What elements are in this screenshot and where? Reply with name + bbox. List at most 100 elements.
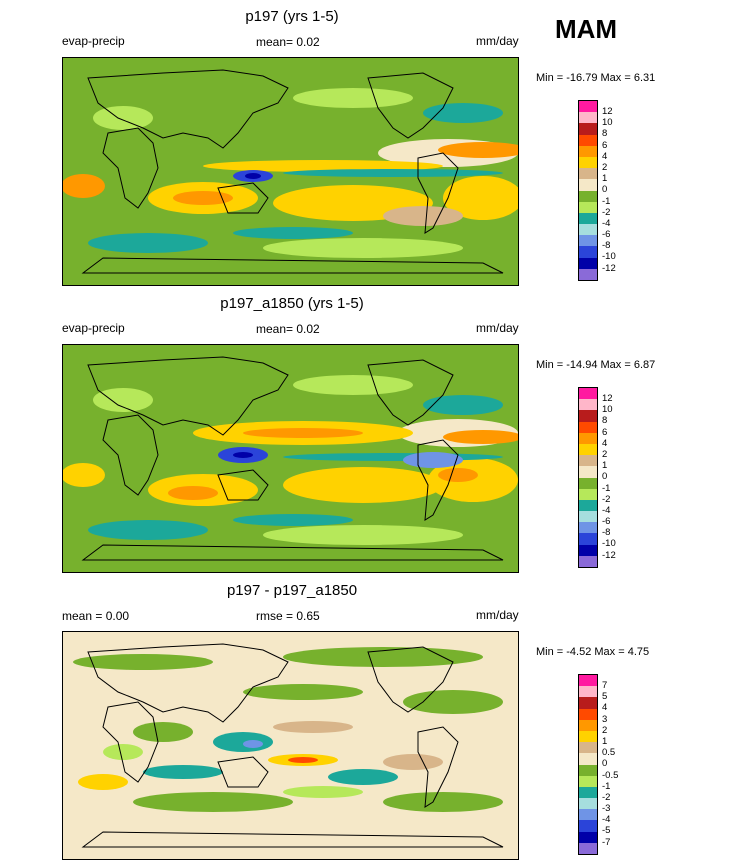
colorbar-swatch (579, 488, 597, 500)
colorbar-swatch (579, 742, 597, 754)
colorbar-swatch (579, 466, 597, 478)
colorbar-swatch (579, 224, 597, 236)
panel-3-colorbar (578, 674, 598, 855)
panel-2-colorbar (578, 387, 598, 568)
colorbar-swatch (579, 533, 597, 545)
colorbar-label: -3 (602, 803, 611, 815)
colorbar-label: 0 (602, 471, 608, 483)
colorbar-label: 10 (602, 404, 613, 416)
colorbar-label: 8 (602, 128, 608, 140)
colorbar-label: -6 (602, 229, 611, 241)
colorbar-swatch (579, 798, 597, 810)
colorbar-swatch (579, 842, 597, 854)
colorbar-label: -0.5 (602, 769, 619, 781)
colorbar-swatch (579, 246, 597, 258)
colorbar-label: 6 (602, 139, 608, 151)
colorbar-label: 7 (602, 680, 608, 691)
colorbar-label: 4 (602, 150, 608, 162)
colorbar-label: 3 (602, 713, 608, 725)
panel-1-units: mm/day (476, 34, 519, 48)
colorbar-swatch (579, 764, 597, 776)
panel-2-colorbar-swatches (578, 387, 598, 568)
colorbar-swatch (579, 201, 597, 213)
panel-2-colorbar-labels: 12 10 8 6 4 2 1 0 -1 -2 -4 -6 -8 -10 -12 (602, 393, 616, 561)
colorbar-label: -2 (602, 206, 611, 218)
colorbar-label: -10 (602, 538, 616, 550)
panel-1-minmax: Min = -16.79 Max = 6.31 (536, 72, 656, 84)
colorbar-swatch (579, 697, 597, 709)
colorbar-swatch (579, 455, 597, 467)
colorbar-swatch (579, 477, 597, 489)
panel-1-variable: evap-precip (62, 34, 125, 48)
colorbar-swatch (579, 719, 597, 731)
colorbar-swatch (579, 421, 597, 433)
colorbar-swatch (579, 831, 597, 843)
colorbar-label: 6 (602, 426, 608, 438)
colorbar-swatch (579, 268, 597, 280)
colorbar-swatch (579, 775, 597, 787)
panel-3-title: p197 - p197_a1850 (226, 582, 358, 599)
colorbar-label: -1 (602, 195, 611, 207)
colorbar-label: -12 (602, 262, 616, 274)
colorbar-swatch (579, 809, 597, 821)
panel-2-title: p197_a1850 (yrs 1-5) (220, 295, 364, 312)
panel-3-mean: mean = 0.00 (62, 609, 130, 623)
colorbar-label: -8 (602, 527, 611, 539)
colorbar-swatch (579, 410, 597, 422)
colorbar-swatch (579, 145, 597, 157)
colorbar-swatch (579, 686, 597, 698)
panel-1-map (62, 57, 519, 286)
colorbar-label: 1 (602, 460, 608, 472)
colorbar-label: -1 (602, 482, 611, 494)
colorbar-label: 2 (602, 724, 608, 736)
colorbar-label: -10 (602, 251, 616, 263)
colorbar-swatch (579, 156, 597, 169)
colorbar-swatch (579, 112, 597, 124)
colorbar-label: 4 (602, 437, 608, 449)
colorbar-label: -7 (602, 836, 611, 848)
colorbar-label: 0 (602, 184, 608, 196)
colorbar-label: 12 (602, 393, 613, 404)
colorbar-label: 0 (602, 758, 608, 770)
colorbar-swatch (579, 786, 597, 799)
colorbar-swatch (579, 257, 597, 269)
colorbar-label: -12 (602, 549, 616, 561)
panel-3-colorbar-labels: 7 5 4 3 2 1 0.5 0 -0.5 -1 -2 -3 -4 -5 -7 (602, 680, 618, 848)
panel-1-colorbar-labels: 12 10 8 6 4 2 1 0 -1 -2 -4 -6 -8 -10 -12 (602, 106, 616, 274)
colorbar-label: -4 (602, 504, 611, 516)
panel-2-minmax: Min = -14.94 Max = 6.87 (536, 359, 656, 371)
colorbar-label: 12 (602, 106, 613, 117)
colorbar-swatch (579, 168, 597, 180)
season-label: MAM (555, 14, 618, 44)
colorbar-swatch (579, 753, 597, 765)
colorbar-swatch (579, 235, 597, 247)
panel-2-map (62, 344, 519, 573)
panel-2-mean: mean= 0.02 (256, 322, 320, 336)
colorbar-swatch (579, 511, 597, 523)
colorbar-label: 5 (602, 691, 608, 703)
colorbar-label: -8 (602, 240, 611, 252)
colorbar-swatch (579, 555, 597, 567)
colorbar-swatch (579, 388, 597, 400)
colorbar-label: 2 (602, 161, 608, 173)
colorbar-label: 1 (602, 735, 608, 747)
colorbar-swatch (579, 190, 597, 202)
colorbar-swatch (579, 730, 597, 743)
colorbar-swatch (579, 123, 597, 135)
colorbar-swatch (579, 820, 597, 832)
colorbar-swatch (579, 212, 597, 225)
colorbar-swatch (579, 675, 597, 687)
colorbar-label: 1 (602, 173, 608, 185)
panel-2-units: mm/day (476, 321, 519, 335)
panel-3-rmse: rmse = 0.65 (256, 609, 320, 623)
colorbar-label: -1 (602, 780, 611, 792)
colorbar-label: -4 (602, 814, 611, 826)
panel-1-colorbar (578, 100, 598, 281)
panel-3-map (62, 631, 519, 860)
colorbar-swatch (579, 544, 597, 556)
panel-1-colorbar-swatches (578, 100, 598, 281)
colorbar-swatch (579, 499, 597, 512)
panel-3-colorbar-swatches (578, 674, 598, 855)
panel-3-minmax: Min = -4.52 Max = 4.75 (536, 646, 650, 658)
panel-2-variable: evap-precip (62, 321, 125, 335)
